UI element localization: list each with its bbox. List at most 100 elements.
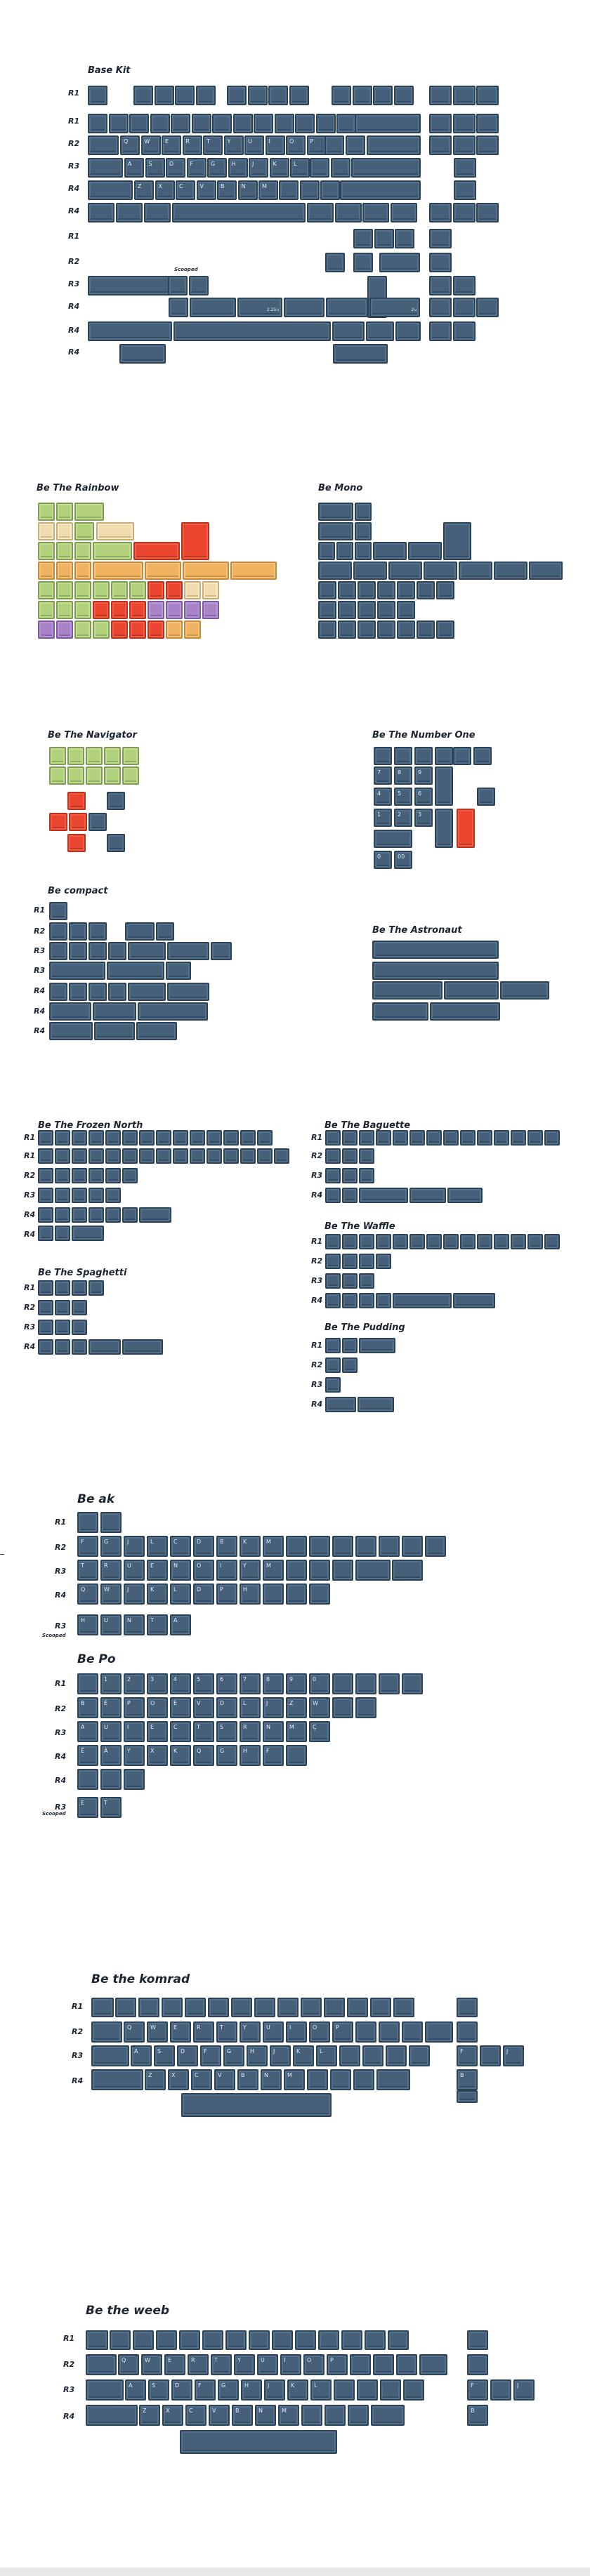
keycap-legend: Y	[127, 1748, 131, 1754]
keycap	[380, 2379, 401, 2401]
keycap	[156, 922, 174, 941]
keycap-legend: W	[150, 2024, 156, 2031]
keycap	[86, 2354, 117, 2375]
keycap	[325, 1293, 341, 1308]
keycap	[452, 276, 476, 296]
keycap: J	[124, 1584, 145, 1605]
keycap-legend: S	[152, 2382, 156, 2389]
keycap-legend: 7	[243, 1676, 247, 1682]
keycap	[49, 922, 67, 941]
row-label: R4	[68, 326, 80, 335]
keycap	[359, 1293, 374, 1308]
row-label: R4	[34, 1007, 46, 1016]
keycap	[325, 1148, 341, 1164]
kit-title: Be The Astronaut	[372, 925, 462, 936]
keycap	[110, 2330, 131, 2350]
keycap	[72, 1339, 87, 1355]
keycap: Q	[193, 1745, 214, 1766]
kit-title: Be The Frozen North	[38, 1120, 143, 1131]
keycap	[254, 1998, 275, 2017]
keycap	[279, 180, 299, 200]
keycap: N	[124, 1614, 145, 1635]
keycap	[67, 834, 86, 852]
keycap	[206, 1148, 222, 1164]
keycap-legend: 5	[197, 1676, 201, 1682]
keycap-legend: I	[289, 2024, 291, 2031]
keycap-legend: À	[104, 1748, 108, 1754]
keycap	[477, 1130, 492, 1146]
keycap	[429, 276, 452, 296]
keycap	[376, 2069, 410, 2090]
keycap	[49, 942, 67, 960]
keycap	[55, 1300, 70, 1315]
keycap	[402, 1536, 423, 1557]
keycap: H	[228, 158, 248, 178]
keycap	[338, 581, 356, 599]
keycap-legend: 3	[150, 1676, 155, 1682]
kit-title: Be the weeb	[86, 2304, 170, 2318]
row-label: R1	[55, 1679, 67, 1688]
keycap-legend: M	[289, 1724, 294, 1730]
keycap	[325, 1254, 341, 1269]
keycap	[168, 276, 188, 296]
keycap	[93, 562, 143, 580]
keycap	[372, 1002, 428, 1021]
keycap: P	[332, 2021, 353, 2043]
keycap	[167, 983, 209, 1001]
keycap: D	[166, 158, 185, 178]
keycap-legend: Z	[289, 1700, 294, 1706]
keycap	[202, 581, 219, 599]
keycap: F	[77, 1536, 98, 1557]
row-label: R4	[24, 1230, 36, 1239]
keycap	[332, 1536, 353, 1557]
keycap	[38, 522, 55, 540]
keycap: Q	[124, 2021, 145, 2043]
keycap	[180, 2430, 337, 2454]
keycap	[402, 1673, 423, 1694]
keycap	[38, 581, 55, 599]
keycap-legend: M	[266, 1562, 271, 1569]
keycap	[342, 1188, 358, 1203]
keycap: I	[124, 1721, 145, 1742]
keycap: Y	[240, 2021, 261, 2043]
keycap	[372, 941, 499, 959]
keycap	[38, 1130, 53, 1146]
keycap	[377, 601, 395, 619]
keycap-legend: J	[517, 2382, 519, 2389]
keycap-legend: I	[220, 1562, 222, 1569]
keycap-legend: W	[144, 138, 150, 145]
keycap: T	[216, 2021, 237, 2043]
scooped-note: Scooped	[174, 267, 198, 272]
keycap: 1	[374, 809, 392, 827]
keycap-legend: L	[320, 2048, 323, 2054]
keycap: I	[286, 2021, 307, 2043]
keycap	[355, 522, 372, 540]
keycap: S	[148, 2379, 169, 2401]
keycap: 6	[414, 788, 433, 806]
keycap	[107, 962, 164, 980]
keycap	[119, 344, 166, 364]
keycap	[38, 1320, 53, 1335]
keycap	[318, 601, 336, 619]
keycap	[268, 86, 288, 105]
keycap	[88, 114, 107, 133]
keycap	[74, 601, 91, 619]
keycap-legend: C	[173, 1539, 178, 1545]
keycap	[342, 1338, 358, 1353]
keycap: F	[457, 2045, 478, 2066]
keycap	[166, 962, 191, 980]
keycap-legend: A	[81, 1724, 85, 1730]
keycap	[167, 942, 209, 960]
keycap	[55, 1188, 70, 1203]
keycap-legend: O	[197, 1562, 202, 1569]
keycap: G	[223, 2045, 244, 2066]
keycap-legend: 6	[220, 1676, 224, 1682]
keycap	[124, 1769, 145, 1790]
row-label: R1	[311, 1237, 323, 1246]
keycap	[429, 229, 452, 248]
row-label: R4	[55, 1591, 67, 1600]
keycap	[77, 1673, 98, 1694]
keycap	[128, 942, 166, 960]
keycap	[295, 2330, 316, 2350]
